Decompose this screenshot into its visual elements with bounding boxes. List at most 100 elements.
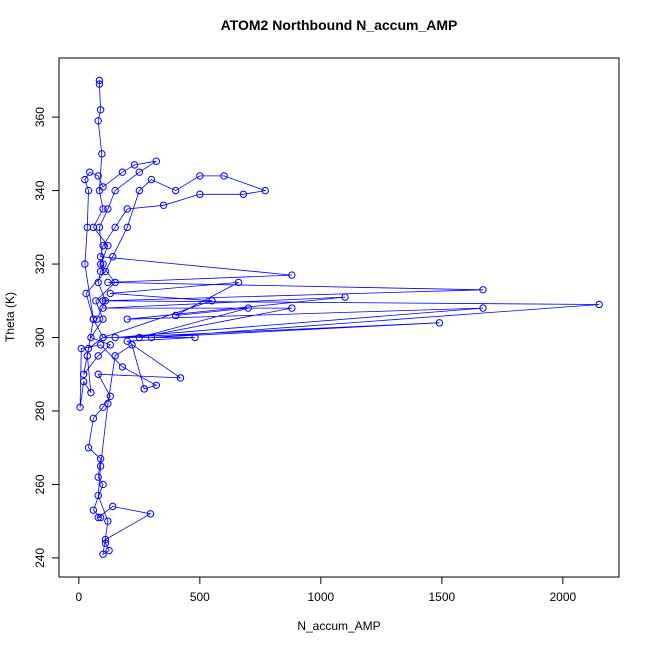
- data-point: [208, 297, 216, 305]
- data-point: [111, 186, 119, 195]
- data-line: [79, 80, 600, 555]
- data-point: [82, 289, 90, 298]
- data-point: [152, 157, 160, 165]
- y-tick-label: 360: [33, 107, 47, 127]
- y-tick-label: 280: [33, 401, 47, 421]
- data-point: [159, 201, 168, 209]
- data-point: [87, 333, 95, 342]
- data-point: [152, 381, 160, 389]
- data-point: [109, 502, 117, 511]
- x-tick-label: 1500: [429, 590, 456, 604]
- data-point: [83, 352, 92, 360]
- data-point: [86, 168, 94, 176]
- data-point: [106, 289, 115, 298]
- data-point: [234, 278, 243, 287]
- data-point: [84, 186, 93, 195]
- data-point: [89, 414, 98, 423]
- data-point: [99, 550, 107, 558]
- data-point: [96, 253, 105, 261]
- data-point: [87, 388, 95, 397]
- data-point: [109, 253, 117, 261]
- y-tick-label: 300: [33, 327, 47, 347]
- data-point: [435, 319, 444, 327]
- data-point: [94, 172, 102, 180]
- data-point: [98, 150, 106, 158]
- data-point: [104, 241, 112, 250]
- data-point: [146, 510, 155, 518]
- data-point: [135, 186, 144, 195]
- data-point: [77, 344, 85, 353]
- data-point: [81, 175, 89, 184]
- data-point: [479, 286, 487, 294]
- data-point: [111, 352, 119, 360]
- data-point: [99, 480, 107, 489]
- data-point: [99, 183, 107, 191]
- data-point: [96, 462, 105, 470]
- data-point: [288, 304, 296, 312]
- data-point: [99, 260, 107, 268]
- chart-title: ATOM2 Northbound N_accum_AMP: [221, 17, 458, 33]
- data-point: [83, 223, 92, 232]
- x-tick-label: 1000: [307, 590, 334, 604]
- y-tick-label: 240: [33, 548, 47, 568]
- y-tick-label: 260: [33, 474, 47, 494]
- data-point: [135, 333, 144, 342]
- data-point: [147, 333, 156, 342]
- data-point: [244, 304, 252, 312]
- data-point: [76, 403, 84, 412]
- data-point: [595, 300, 603, 309]
- data-point: [95, 223, 104, 232]
- data-point: [101, 267, 110, 276]
- data-point: [104, 517, 112, 525]
- data-point: [118, 168, 127, 176]
- data-point: [111, 223, 119, 232]
- data-point: [99, 403, 107, 412]
- data-point: [104, 399, 112, 408]
- data-point: [89, 315, 98, 323]
- data-point: [79, 377, 88, 386]
- data-point: [104, 278, 112, 287]
- data-point: [94, 278, 102, 287]
- data-point: [79, 370, 88, 378]
- x-tick-label: 500: [190, 590, 210, 604]
- y-tick-label: 320: [33, 254, 47, 274]
- data-point: [95, 80, 104, 88]
- data-point: [99, 297, 107, 305]
- data-point: [96, 260, 105, 268]
- data-point: [196, 190, 204, 198]
- data-point: [96, 341, 105, 349]
- data-point: [118, 363, 127, 371]
- data-point: [94, 117, 102, 125]
- data-point: [104, 205, 112, 213]
- data-point: [93, 315, 101, 323]
- data-point: [106, 392, 115, 400]
- data-point: [96, 106, 105, 114]
- x-axis-label: N_accum_AMP: [297, 619, 380, 633]
- data-point: [84, 444, 93, 452]
- data-point: [135, 168, 144, 176]
- data-point: [92, 297, 100, 305]
- data-point: [123, 337, 131, 345]
- data-point: [220, 172, 228, 180]
- data-point: [196, 172, 204, 180]
- data-point: [123, 315, 131, 323]
- y-tick-label: 340: [33, 180, 47, 200]
- data-point: [94, 370, 102, 378]
- data-point: [99, 241, 107, 250]
- data-point: [96, 513, 105, 522]
- data-point: [239, 190, 248, 198]
- data-point: [106, 341, 115, 349]
- data-point: [101, 297, 110, 305]
- data-point: [111, 278, 119, 287]
- data-point: [95, 76, 104, 85]
- data-point: [101, 539, 110, 547]
- data-point: [171, 311, 180, 320]
- data-point: [94, 491, 102, 500]
- data-point: [261, 186, 269, 195]
- data-point: [288, 271, 296, 279]
- data-point: [101, 535, 110, 544]
- data-point: [128, 341, 136, 349]
- data-point: [94, 513, 102, 522]
- data-point: [123, 223, 131, 232]
